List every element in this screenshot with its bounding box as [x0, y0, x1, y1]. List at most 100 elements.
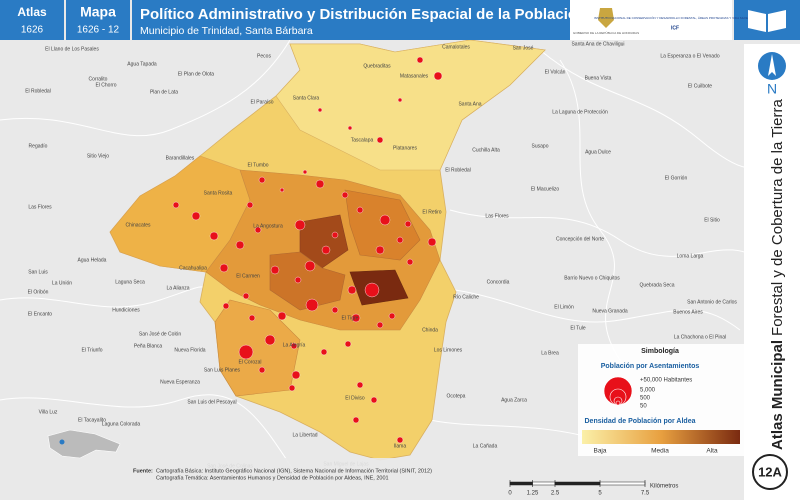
- density-ramp: [582, 430, 740, 444]
- settlement: [347, 125, 353, 131]
- place-name: Chinacates: [125, 222, 151, 228]
- settlement: [321, 245, 331, 255]
- place-name: La Cañada: [473, 443, 498, 449]
- book-icon: [748, 10, 786, 32]
- settlement: [375, 245, 385, 255]
- place-name: El Cuilbote: [688, 83, 712, 89]
- settlement: [222, 302, 230, 310]
- place-name: Concordia: [487, 279, 510, 285]
- logo-box: [570, 0, 732, 40]
- settlement: [290, 342, 298, 350]
- settlement: [356, 206, 364, 214]
- place-name: La Unión: [52, 280, 72, 286]
- place-name: El Diviso: [345, 395, 365, 401]
- north-label: N: [767, 81, 777, 97]
- place-name: La Angostura: [253, 223, 283, 229]
- place-name: El Volcán: [545, 69, 566, 75]
- place-name: El Llano de Los Pasales: [45, 46, 99, 52]
- place-name: Concepción del Norte: [556, 236, 604, 242]
- place-name: Agua Zarca: [501, 397, 527, 403]
- place-name: El Limón: [554, 304, 574, 310]
- source-box: [128, 458, 498, 500]
- place-name: Corralito: [89, 76, 108, 82]
- population-classes: +50,000 Habitantes 5,000 500 50: [640, 378, 692, 410]
- place-name: Loma Larga: [677, 253, 704, 259]
- place-name: La Libertad: [292, 432, 317, 438]
- settlement: [433, 71, 443, 81]
- place-name: El Tacayalito: [78, 417, 106, 423]
- settlement: [270, 265, 280, 275]
- place-name: El Plan de Olota: [178, 71, 214, 77]
- north-arrow: [768, 54, 776, 76]
- scale-segment: [599, 481, 646, 486]
- settlement: [291, 370, 301, 380]
- density-title: Densidad de Población por Aldea: [585, 418, 696, 425]
- scale-unit: Kilómetros: [650, 484, 678, 490]
- place-name: Buenos Aires: [673, 309, 703, 315]
- population-title: Población por Asentamientos: [601, 363, 700, 370]
- settlement: [331, 306, 339, 314]
- scale-segment: [554, 481, 601, 486]
- place-name: La Chachona o El Pinal: [674, 334, 726, 340]
- population-class: 500: [640, 396, 651, 402]
- settlement: [341, 191, 349, 199]
- settlement: [264, 334, 276, 346]
- settlement: [254, 226, 262, 234]
- settlements: [172, 56, 443, 444]
- settlement: [248, 314, 256, 322]
- settlement: [344, 340, 352, 348]
- settlement: [352, 416, 360, 424]
- side-title: Atlas Municipal Forestal y de Cobertura d…: [769, 99, 786, 450]
- scale-tick-label: 5: [598, 491, 602, 497]
- settlement: [294, 276, 302, 284]
- place-name: Cuchilla Alta: [472, 147, 500, 153]
- place-name: El Robledal: [445, 167, 471, 173]
- settlement: [315, 179, 325, 189]
- settlement: [379, 214, 391, 226]
- place-name: Villa Luz: [39, 409, 58, 415]
- place-name: Santa Clara: [293, 95, 320, 101]
- place-name: Las Flores: [28, 204, 52, 210]
- government-text: GOBIERNO DE LA REPÚBLICA DE HONDURAS: [573, 30, 639, 35]
- side-title-bold: Atlas Municipal: [769, 340, 786, 450]
- sheet-number: 12A: [758, 464, 782, 479]
- settlement: [242, 292, 250, 300]
- settlement: [396, 436, 404, 444]
- settlement: [209, 231, 219, 241]
- place-name: Peña Blanca: [134, 343, 163, 349]
- aldea: [214, 299, 301, 397]
- place-name: Agua Dulce: [585, 149, 611, 155]
- map-label: Mapa: [80, 4, 116, 20]
- settlement: [351, 313, 361, 323]
- sidebar: [744, 44, 800, 500]
- place-name: San Antonio de Carlos: [687, 299, 737, 305]
- place-name: Nueva Florida: [174, 347, 205, 353]
- population-class: +50,000 Habitantes: [640, 378, 692, 384]
- settlement: [406, 258, 414, 266]
- institute-text: INSTITUTO NACIONAL DE CONSERVACIÓN Y DES…: [594, 15, 756, 20]
- place-name: Quebrada Seca: [639, 282, 674, 288]
- place-name: El Carmen: [236, 273, 260, 279]
- place-name: Ilama: [394, 443, 406, 449]
- density-class: Baja: [593, 448, 606, 455]
- place-name: San Luis: [28, 269, 48, 275]
- settlement: [416, 56, 424, 64]
- place-name: Santa Rosita: [204, 190, 233, 196]
- place-name: El Corozal: [238, 359, 261, 365]
- place-name: El Robledal: [25, 88, 51, 94]
- settlement: [288, 384, 296, 392]
- place-name: El Sitio: [704, 217, 720, 223]
- place-name: Platanares: [393, 145, 417, 151]
- place-name: El Gorrión: [665, 175, 688, 181]
- atlas-label: Atlas: [17, 5, 47, 19]
- place-name: San José de Colón: [139, 331, 181, 337]
- legend-circle: [615, 400, 621, 406]
- settlement: [396, 236, 404, 244]
- place-name: La Alianza: [166, 285, 189, 291]
- place-name: Laguna Seca: [115, 279, 145, 285]
- place-name: Tascalapa: [351, 137, 374, 143]
- place-name: Plan de Lata: [150, 89, 178, 95]
- settlement: [388, 312, 396, 320]
